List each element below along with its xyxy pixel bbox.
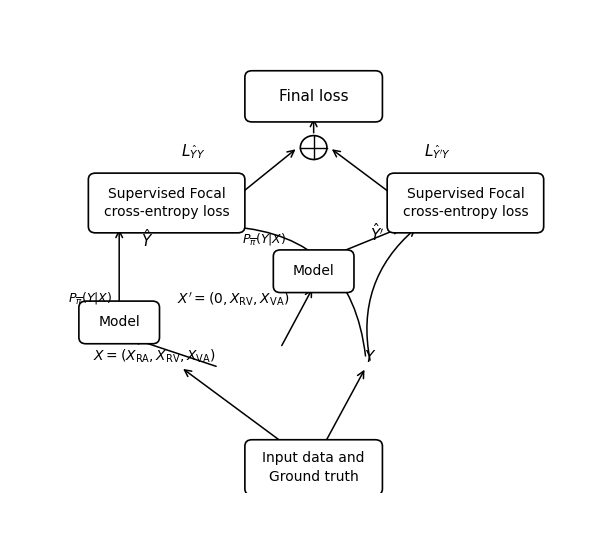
FancyBboxPatch shape xyxy=(274,250,354,293)
Text: $P_{\overline{\pi}}(Y|X)$: $P_{\overline{\pi}}(Y|X)$ xyxy=(68,290,112,306)
Text: $P_{\overline{\pi}}(Y|X)$: $P_{\overline{\pi}}(Y|X)$ xyxy=(242,231,286,247)
Text: $L_{\hat{Y}'Y}$: $L_{\hat{Y}'Y}$ xyxy=(424,142,450,161)
Text: Final loss: Final loss xyxy=(279,89,348,104)
Text: $X = (X_{\mathrm{RA}}, X_{\mathrm{RV}}, X_{\mathrm{VA}})$: $X = (X_{\mathrm{RA}}, X_{\mathrm{RV}}, … xyxy=(94,348,216,365)
Text: Supervised Focal
cross-entropy loss: Supervised Focal cross-entropy loss xyxy=(104,187,230,219)
Text: $L_{\hat{Y}Y}$: $L_{\hat{Y}Y}$ xyxy=(181,142,205,161)
FancyArrowPatch shape xyxy=(367,229,414,360)
Text: Supervised Focal
cross-entropy loss: Supervised Focal cross-entropy loss xyxy=(403,187,528,219)
FancyBboxPatch shape xyxy=(245,71,382,122)
Text: $X' = (0, X_{\mathrm{RV}}, X_{\mathrm{VA}})$: $X' = (0, X_{\mathrm{RV}}, X_{\mathrm{VA… xyxy=(177,290,289,308)
Text: Model: Model xyxy=(99,315,140,330)
Text: $\hat{Y}'$: $\hat{Y}'$ xyxy=(370,222,384,244)
FancyBboxPatch shape xyxy=(79,301,160,343)
FancyArrowPatch shape xyxy=(233,224,365,356)
Text: $Y$: $Y$ xyxy=(364,348,377,365)
Text: Model: Model xyxy=(293,264,335,278)
FancyBboxPatch shape xyxy=(88,173,245,233)
Text: Input data and
Ground truth: Input data and Ground truth xyxy=(263,452,365,484)
Text: $\hat{Y}$: $\hat{Y}$ xyxy=(141,228,153,250)
FancyBboxPatch shape xyxy=(387,173,543,233)
FancyBboxPatch shape xyxy=(245,440,382,495)
